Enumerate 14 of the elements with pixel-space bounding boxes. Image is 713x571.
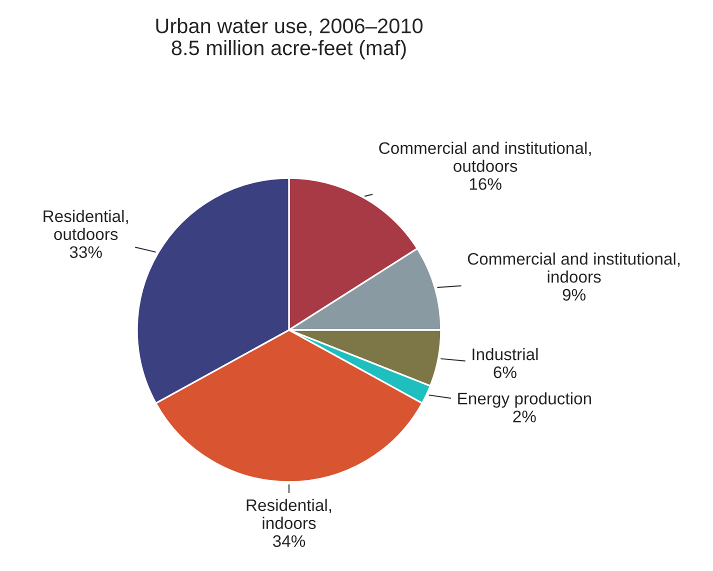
data-label: 33% <box>70 246 102 258</box>
chart-subtitle: 8.5 million acre-feet (maf) <box>172 40 406 60</box>
data-label: 16% <box>470 178 502 190</box>
data-label: 2% <box>513 410 536 422</box>
slice-label: Residential, outdoors <box>44 210 128 240</box>
data-label: 34% <box>272 535 306 547</box>
slice-label: Commercial and institutional, indoors <box>468 252 680 283</box>
chart-title: Urban water use, 2006–2010 <box>156 18 423 36</box>
slice-label: Industrial <box>472 348 538 360</box>
data-label: 9% <box>562 288 586 301</box>
slice-label: Residential, indoors <box>246 498 332 530</box>
slice-label: Energy production <box>458 392 591 408</box>
data-label: 6% <box>494 366 516 378</box>
slice-label: Commercial and institutional, outdoors <box>379 142 591 172</box>
